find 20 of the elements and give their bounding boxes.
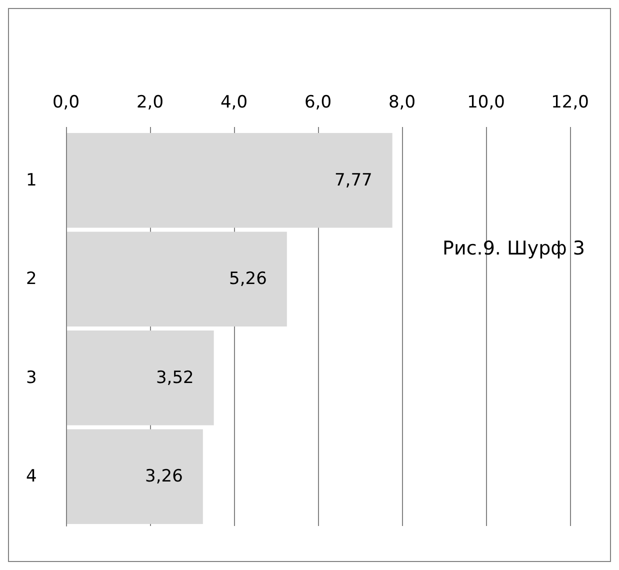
data-label: 3,52 bbox=[156, 368, 194, 388]
data-label: 7,77 bbox=[334, 170, 372, 190]
data-label: 3,26 bbox=[145, 466, 183, 487]
data-label: 5,26 bbox=[229, 269, 267, 290]
x-tick-label: 0,0 bbox=[52, 92, 80, 112]
bar bbox=[66, 429, 203, 524]
x-tick-label: 10,0 bbox=[467, 92, 505, 112]
x-tick-label: 2,0 bbox=[136, 92, 164, 112]
y-tick-label: 2 bbox=[26, 269, 37, 290]
y-tick-label: 3 bbox=[26, 368, 37, 388]
bar bbox=[66, 330, 214, 426]
bar bbox=[66, 232, 287, 327]
text: Рис.9. Шурф 3 bbox=[442, 238, 586, 260]
x-tick-label: 4,0 bbox=[220, 92, 248, 112]
y-tick-label: 4 bbox=[26, 466, 37, 487]
x-tick-label: 12,0 bbox=[551, 92, 589, 112]
bar bbox=[66, 132, 392, 228]
x-tick-label: 8,0 bbox=[388, 92, 416, 112]
x-tick-label: 6,0 bbox=[304, 92, 332, 112]
y-tick-label: 1 bbox=[26, 170, 37, 190]
